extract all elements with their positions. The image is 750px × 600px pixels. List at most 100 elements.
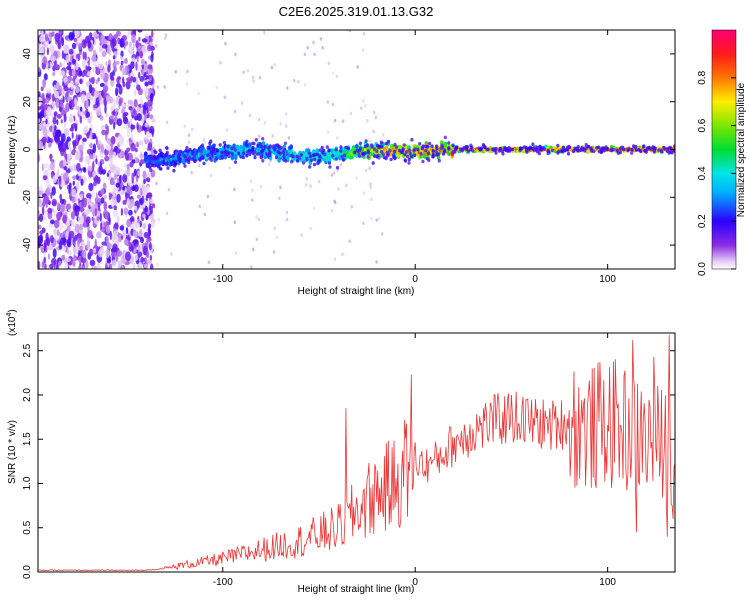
spectrogram-cell: [49, 153, 52, 162]
spectrogram-cell: [273, 226, 276, 230]
spectrogram-cell: [80, 206, 84, 213]
spectrogram-cell: [71, 68, 76, 77]
spectrogram-cell: [43, 242, 47, 252]
spectrogram-cell: [116, 215, 120, 224]
spectrogram-cell: [76, 162, 81, 172]
spectrogram-cell: [64, 257, 71, 263]
spectrogram-cell: [380, 232, 384, 236]
spectrogram-cell: [370, 197, 373, 202]
spectrogram-cell: [129, 217, 134, 222]
spectrogram-cell: [127, 132, 131, 138]
spectrogram-cell: [309, 184, 312, 188]
spectrogram-cell: [370, 145, 374, 149]
spectrogram-cell: [212, 147, 216, 151]
spectrogram-cell: [146, 185, 150, 193]
snr-panel: -100 0 100 0.0 0.5 1.0 1.5 2.0 2.5 Height of str…: [6, 309, 676, 595]
chart-title: C2E6.2025.319.01.13.G32: [279, 4, 434, 19]
spectrogram-cell: [362, 31, 366, 36]
spectrogram-cell: [53, 84, 56, 94]
spectrogram-cell: [77, 198, 81, 204]
snr-series-line: [38, 334, 675, 572]
spectrogram-y-label: Frequency (Hz): [7, 116, 18, 185]
spectrogram-cell: [95, 136, 98, 146]
spectrogram-cell: [467, 149, 471, 153]
spectrogram-cell: [497, 149, 502, 153]
spectrogram-cell: [149, 156, 154, 161]
spectrogram-cell: [283, 141, 287, 146]
spectrogram-cell: [336, 136, 339, 140]
spectrogram-cell: [44, 97, 50, 104]
colorbar: 0.0 0.2 0.4 0.6 0.8 Normalized spectral ampl…: [697, 29, 747, 276]
spectrogram-cell: [142, 187, 148, 196]
spectrogram-cell: [132, 262, 136, 269]
spectrogram-cell: [183, 164, 187, 168]
spectrogram-cell: [304, 182, 308, 187]
spectrogram-cell: [50, 138, 54, 144]
spectrogram-cell: [63, 77, 68, 83]
spectrogram-cell: [88, 204, 91, 210]
spectrogram-cell: [71, 42, 77, 50]
spectrogram-cell: [358, 154, 362, 158]
spectrogram-cell: [491, 147, 495, 151]
spectrogram-cell: [90, 130, 93, 141]
spectrogram-cell: [156, 155, 160, 159]
spectrogram-cell: [225, 128, 229, 132]
spectrogram-cell: [59, 203, 66, 213]
spectrogram-cell: [584, 142, 588, 147]
spectrogram-cell: [184, 154, 188, 158]
spectrogram-cell: [49, 44, 55, 53]
spectrogram-cell: [60, 236, 66, 245]
spectrogram-cell: [82, 126, 89, 134]
spectrogram-cell: [279, 145, 283, 150]
spectrogram-cell: [73, 253, 76, 263]
spectrogram-cell: [247, 142, 252, 148]
spectrogram-cell: [430, 144, 434, 148]
spectrogram-cell: [312, 206, 316, 211]
spectrogram-cell: [74, 155, 78, 160]
spectrogram-cell: [619, 146, 623, 150]
spectrogram-cell: [144, 122, 149, 128]
spectrogram-cell: [251, 75, 255, 80]
spectrogram-cell: [53, 228, 57, 236]
spectrogram-cell: [143, 71, 147, 78]
spectrogram-cell: [71, 188, 77, 198]
spectrogram-cell: [426, 144, 430, 149]
spectrogram-cell: [245, 153, 249, 158]
spectrogram-cell: [91, 189, 95, 200]
spectrogram-cell: [65, 230, 69, 240]
spectrogram-cell: [240, 101, 244, 105]
spectrogram-cell: [535, 145, 539, 150]
y-tick-label: 1.0: [22, 476, 33, 490]
spectrogram-cell: [128, 241, 132, 247]
spectrogram-cell: [376, 143, 380, 148]
spectrogram-cell: [353, 150, 357, 155]
spectrogram-cell: [137, 244, 141, 253]
spectrogram-cell: [49, 263, 54, 269]
spectrogram-cell: [334, 118, 337, 123]
spectrogram-cell: [110, 251, 117, 257]
spectrogram-cell: [68, 182, 72, 190]
spectrogram-cell: [556, 143, 560, 148]
spectrogram-cell: [143, 263, 149, 269]
spectrogram-cell: [388, 148, 392, 153]
spectrogram-cell: [198, 204, 201, 209]
spectrogram-cell: [105, 60, 108, 67]
spectrogram-cell: [79, 78, 82, 84]
spectrogram-cell: [198, 157, 202, 162]
spectrogram-cell: [250, 264, 253, 269]
spectrogram-cell: [222, 140, 226, 145]
spectrogram-cell: [90, 76, 95, 85]
spectrogram-cell: [115, 87, 119, 97]
spectrogram-cell: [50, 192, 53, 199]
x-tick-label: -100: [213, 577, 233, 588]
colorbar-tick-label: 0.2: [697, 214, 708, 228]
spectrogram-cell: [384, 156, 388, 161]
spectrogram-cell: [546, 151, 550, 156]
spectrogram-cell: [407, 157, 411, 162]
spectrogram-cell: [251, 247, 255, 252]
spectrogram-cell: [41, 261, 45, 269]
y-tick-label: 40: [22, 48, 33, 60]
spectrogram-cell: [81, 113, 86, 120]
spectrogram-cell: [111, 198, 114, 208]
spectrogram-cell: [260, 149, 264, 153]
